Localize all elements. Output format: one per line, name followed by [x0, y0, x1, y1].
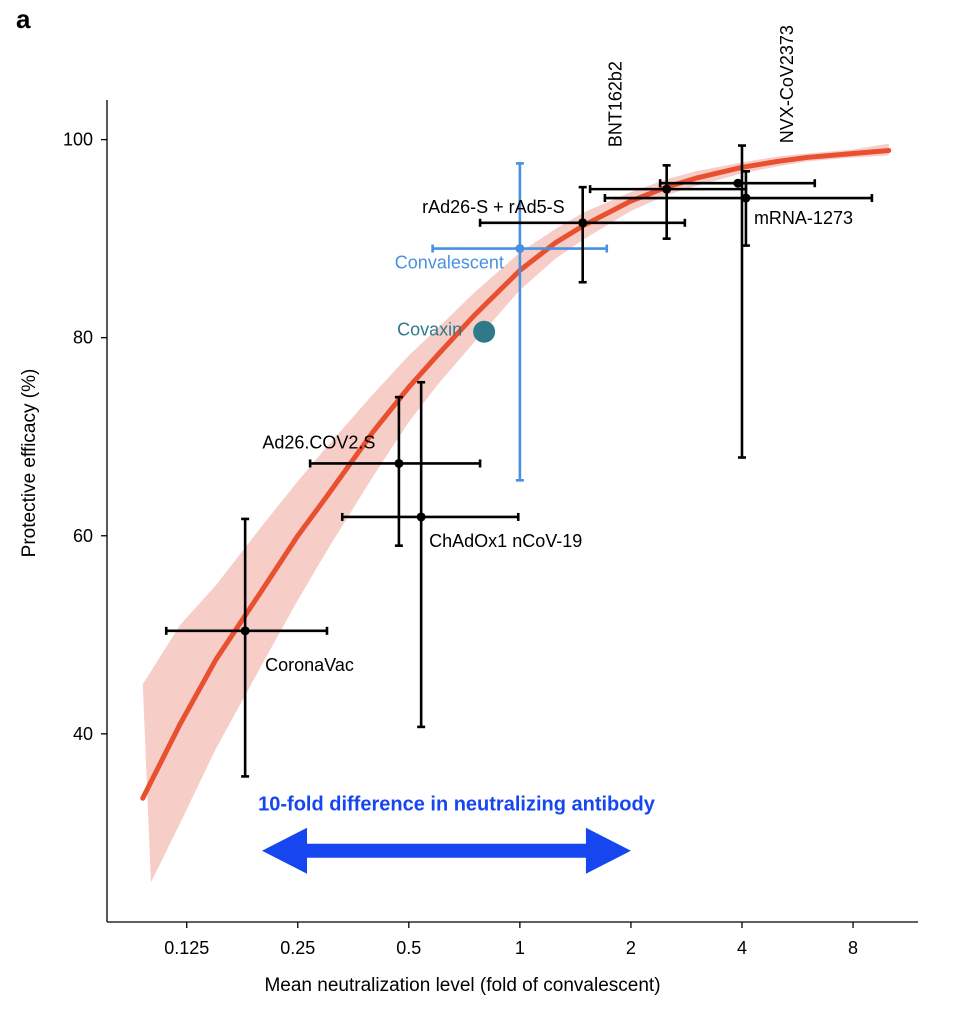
point-rad26-s-rad5-s-marker [578, 218, 588, 228]
label-bnt162b2: BNT162b2 [606, 61, 626, 147]
label-rad26-s-rad5-s: rAd26-S + rAd5-S [422, 197, 565, 217]
point-coronavac-marker [240, 626, 250, 636]
confidence-band-layer [142, 143, 889, 883]
x-tick-label-1: 0.25 [280, 938, 315, 958]
x-tick-label-3: 1 [515, 938, 525, 958]
y-tick-label-0: 40 [73, 724, 93, 744]
point-labels: CoronaVac Ad26.COV2.S ChAdOx1 nCoV-19 Conva… [262, 25, 853, 675]
confidence-band [142, 143, 889, 883]
point-bnt162b2-marker [662, 184, 672, 194]
label-ad26-cov2-s: Ad26.COV2.S [262, 432, 375, 452]
y-tick-label-1: 60 [73, 526, 93, 546]
y-axis-title: Protective efficacy (%) [19, 369, 40, 558]
x-tick-label-4: 2 [626, 938, 636, 958]
annotation: 10-fold difference in neutralizing antib… [258, 794, 656, 874]
panel-label: a [16, 4, 31, 34]
x-tick-label-0: 0.125 [164, 938, 209, 958]
data-points [164, 144, 874, 778]
label-chadox1-ncov-19: ChAdOx1 nCoV-19 [429, 531, 582, 551]
x-axis-title: Mean neutralization level (fold of conva… [264, 975, 660, 996]
label-mrna-1273: mRNA-1273 [754, 208, 853, 228]
label-nvx-cov2373: NVX-CoV2373 [777, 25, 797, 143]
x-tick-label-2: 0.5 [396, 938, 421, 958]
point-convalescent-marker [515, 244, 525, 254]
label-covaxin: Covaxin [397, 320, 462, 340]
double-arrow [262, 827, 631, 874]
point-ad26-cov2-s-marker [394, 458, 404, 468]
point-covaxin-marker [473, 320, 496, 343]
annotation-text: 10-fold difference in neutralizing antib… [258, 794, 656, 816]
point-nvx-cov2373-marker [733, 178, 743, 188]
axes: 0.125 0.25 0.5 1 2 4 8 40 60 80 100 Mean neutraliza… [19, 100, 918, 996]
point-mrna-1273-marker [741, 193, 751, 203]
label-convalescent: Convalescent [395, 253, 504, 273]
y-tick-label-2: 80 [73, 328, 93, 348]
label-coronavac: CoronaVac [265, 655, 354, 675]
y-tick-label-3: 100 [63, 130, 93, 150]
x-tick-label-5: 4 [737, 938, 747, 958]
x-tick-label-6: 8 [848, 938, 858, 958]
point-chadox1-ncov-19-marker [416, 512, 426, 522]
